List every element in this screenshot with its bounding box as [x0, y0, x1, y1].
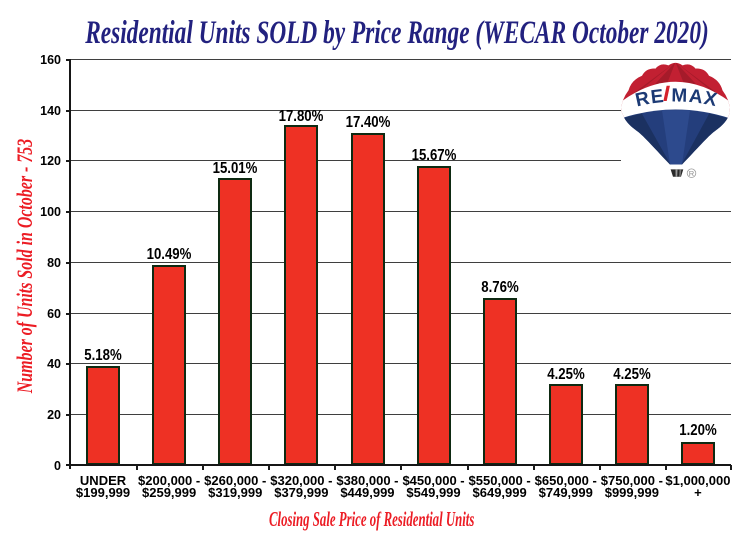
svg-text:R: R: [689, 169, 695, 178]
